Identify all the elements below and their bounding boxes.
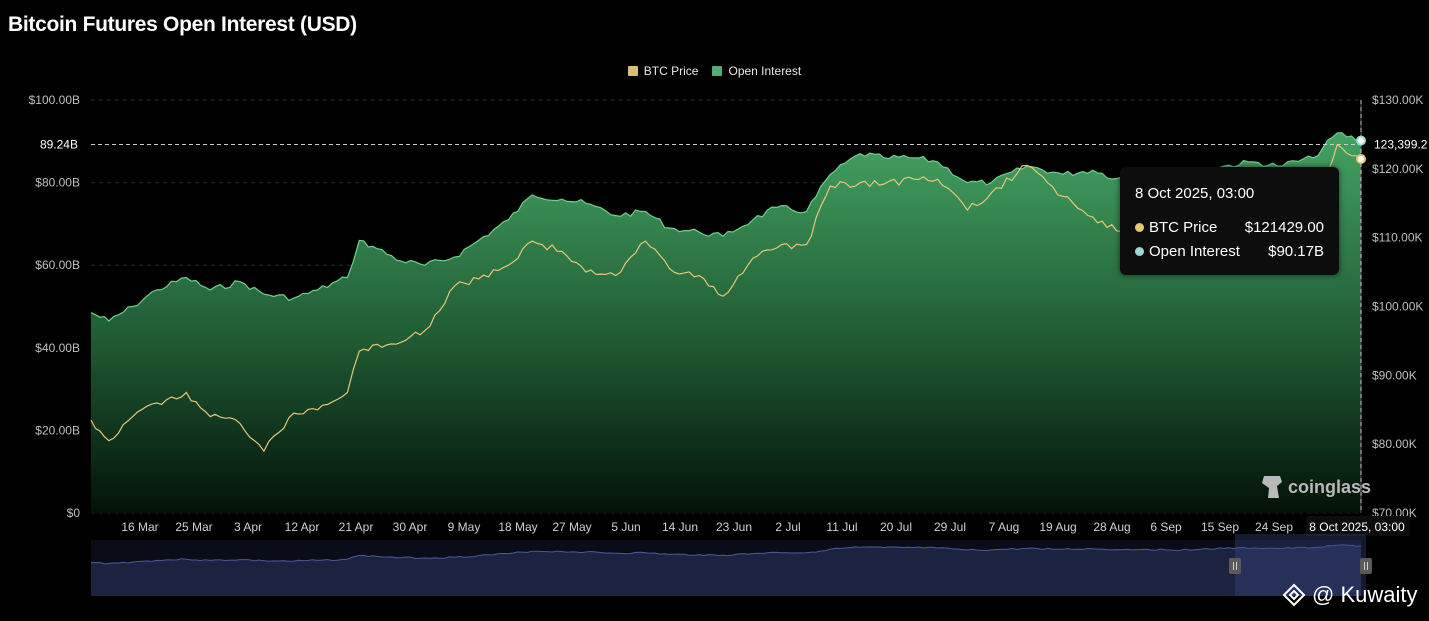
y-right-tick-label: $120.00K bbox=[1372, 162, 1423, 176]
chart-legend: BTC Price Open Interest bbox=[0, 64, 1429, 78]
credit-label: @ Kuwaity bbox=[1282, 582, 1417, 608]
tooltip: 8 Oct 2025, 03:00 BTC Price $121429.00 O… bbox=[1120, 167, 1339, 275]
tooltip-time: 8 Oct 2025, 03:00 bbox=[1135, 185, 1255, 202]
navigator-handle-right[interactable] bbox=[1360, 558, 1372, 574]
x-tick-label: 15 Sep bbox=[1201, 520, 1239, 534]
y-right-tick-label: $110.00K bbox=[1372, 231, 1423, 245]
tooltip-dot-btc-price bbox=[1135, 223, 1144, 232]
x-tick-label: 27 May bbox=[552, 520, 591, 534]
x-tick-label: 28 Aug bbox=[1093, 520, 1130, 534]
y-left-tick-label: $80.00B bbox=[35, 176, 80, 190]
x-tick-label: 6 Sep bbox=[1150, 520, 1182, 534]
open-interest-area bbox=[91, 132, 1361, 513]
x-tick-label: 20 Jul bbox=[880, 520, 912, 534]
binance-diamond-icon bbox=[1282, 583, 1306, 607]
legend-label-open-interest: Open Interest bbox=[728, 64, 802, 78]
x-tick-label: 24 Sep bbox=[1255, 520, 1293, 534]
x-tick-label: 12 Apr bbox=[285, 520, 320, 534]
x-tick-label: 14 Jun bbox=[662, 520, 698, 534]
y-left-tick-label: $100.00B bbox=[29, 93, 80, 107]
y-left-tick-label: $60.00B bbox=[35, 258, 80, 272]
hover-dot-open-interest bbox=[1356, 135, 1366, 146]
y-left-tick-label: $40.00B bbox=[35, 341, 80, 355]
x-tick-label: 21 Apr bbox=[339, 520, 374, 534]
x-tick-label: 5 Jun bbox=[611, 520, 640, 534]
crosshair-left-label-bg bbox=[22, 134, 90, 155]
hover-dot-btc-price bbox=[1356, 153, 1366, 164]
tooltip-label-open-interest: Open Interest bbox=[1149, 243, 1240, 260]
x-tick-label: 9 May bbox=[448, 520, 481, 534]
tooltip-value-open-interest: $90.17B bbox=[1268, 243, 1324, 260]
coinglass-watermark: coinglass bbox=[1260, 474, 1371, 500]
tooltip-row-btc-price: BTC Price $121429.00 bbox=[1135, 219, 1324, 236]
legend-item-open-interest[interactable]: Open Interest bbox=[712, 64, 801, 78]
x-tick-label: 11 Jul bbox=[826, 520, 857, 534]
navigator-line bbox=[90, 544, 1362, 565]
legend-item-btc-price[interactable]: BTC Price bbox=[627, 64, 699, 78]
y-right-tick-label: $90.00K bbox=[1372, 368, 1417, 382]
x-tick-label: 18 May bbox=[498, 520, 537, 534]
tooltip-value-btc-price: $121429.00 bbox=[1244, 219, 1324, 236]
tooltip-label-btc-price: BTC Price bbox=[1149, 219, 1218, 236]
crosshair-left-label: 89.24B bbox=[40, 137, 78, 151]
y-right-tick-label: $80.00K bbox=[1372, 437, 1417, 451]
x-tick-label: 3 Apr bbox=[234, 520, 262, 534]
x-tick-label: 30 Apr bbox=[393, 520, 428, 534]
x-tick-label: 19 Aug bbox=[1039, 520, 1076, 534]
credit-text: @ Kuwaity bbox=[1312, 582, 1418, 607]
watermark-text: coinglass bbox=[1288, 476, 1372, 497]
navigator-handle-left[interactable] bbox=[1229, 558, 1241, 574]
tooltip-dot-open-interest bbox=[1135, 247, 1144, 256]
x-tick-label: 7 Aug bbox=[989, 520, 1020, 534]
y-left-tick-label: $20.00B bbox=[35, 423, 80, 437]
x-tick-label: 25 Mar bbox=[175, 520, 212, 534]
chart-title: Bitcoin Futures Open Interest (USD) bbox=[8, 13, 357, 36]
tooltip-row-open-interest: Open Interest $90.17B bbox=[1135, 243, 1324, 260]
legend-label-btc-price: BTC Price bbox=[643, 64, 699, 78]
x-tick-label: 23 Jun bbox=[716, 520, 752, 534]
x-crosshair-label-bg bbox=[1306, 516, 1410, 536]
legend-swatch-open-interest bbox=[712, 66, 723, 76]
navigator-selection bbox=[1235, 534, 1366, 596]
coinglass-logo-icon bbox=[1262, 476, 1282, 498]
x-tick-label: 8 Oct 2025, 03:00 bbox=[1309, 520, 1405, 534]
y-left-tick-label: $0 bbox=[67, 506, 81, 520]
y-right-tick-label: $130.00K bbox=[1372, 93, 1423, 107]
x-tick-label: 29 Jul bbox=[934, 520, 966, 534]
legend-swatch-btc-price bbox=[627, 66, 638, 76]
x-tick-label: 16 Mar bbox=[121, 520, 158, 534]
x-tick-label: 2 Jul bbox=[775, 520, 800, 534]
y-right-tick-label: $100.00K bbox=[1372, 300, 1423, 314]
crosshair-right-label: 123,399.2 bbox=[1374, 137, 1428, 151]
